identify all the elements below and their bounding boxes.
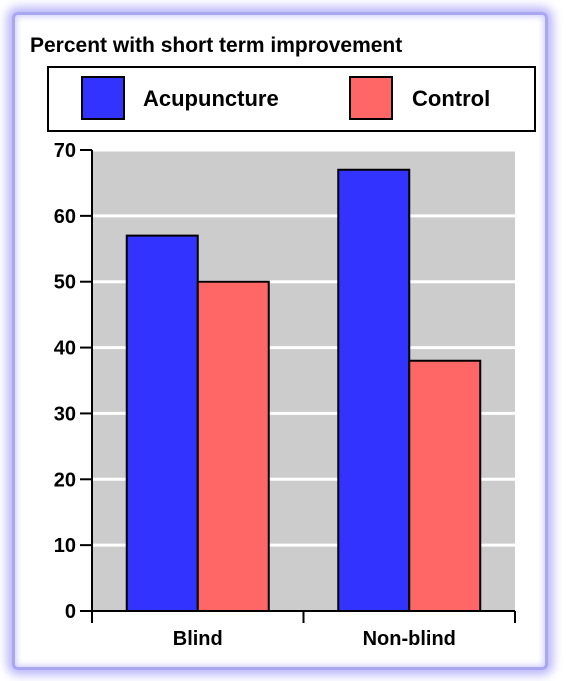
bar-control-blind — [196, 280, 270, 612]
y-axis: 0 10 20 30 40 50 60 70 — [54, 140, 93, 623]
legend-swatch-control — [349, 76, 393, 120]
legend-label-acupuncture: Acupuncture — [143, 86, 279, 111]
x-axis: Blind Non-blind — [91, 610, 516, 650]
x-tick-label-blind: Blind — [173, 628, 223, 650]
y-tick-label-20: 20 — [54, 469, 76, 491]
legend-label-control: Control — [412, 86, 490, 111]
y-tick-label-50: 50 — [54, 272, 76, 294]
chart-title: Percent with short term improvement — [30, 34, 402, 57]
y-tick-label-40: 40 — [54, 338, 76, 360]
y-tick-label-10: 10 — [54, 535, 76, 557]
x-tick-label-non-blind: Non-blind — [363, 628, 456, 650]
legend-box — [47, 66, 536, 132]
legend-swatch-acupuncture — [81, 76, 125, 120]
y-tick-label-30: 30 — [54, 403, 76, 425]
y-tick-label-60: 60 — [54, 206, 76, 228]
bar-control-non-blind — [408, 359, 482, 612]
y-tick-label-0: 0 — [65, 601, 76, 623]
y-tick-label-70: 70 — [54, 140, 76, 162]
bar-acupuncture-non-blind — [337, 168, 411, 612]
bar-acupuncture-blind — [125, 234, 199, 612]
